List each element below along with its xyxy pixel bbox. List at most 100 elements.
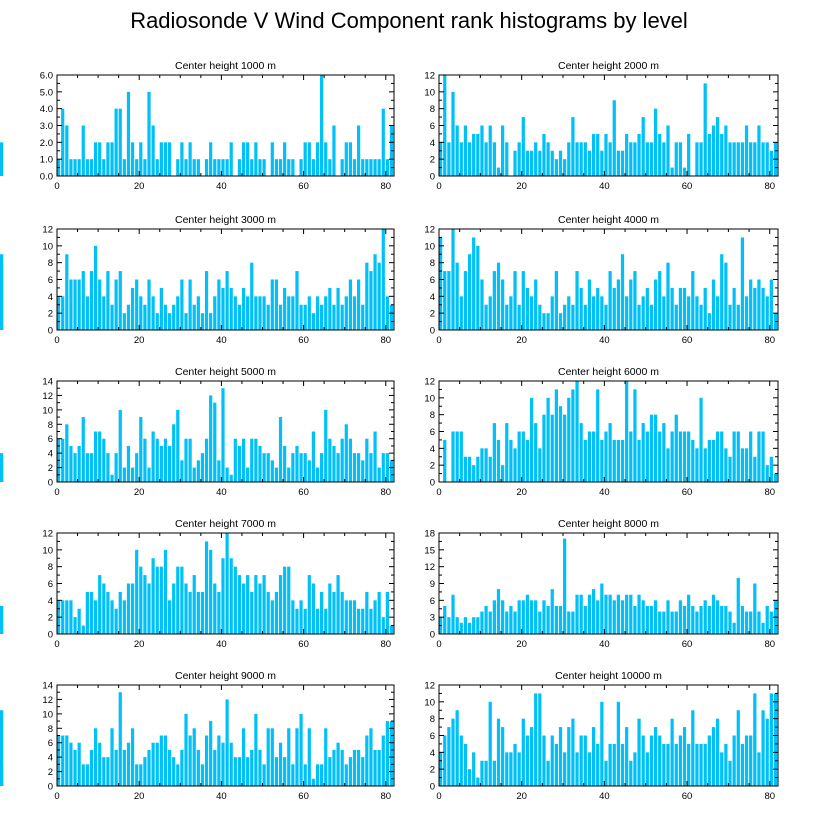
histogram-bar: [740, 142, 745, 176]
histogram-bar: [641, 117, 645, 176]
histogram-bar: [332, 125, 336, 176]
histogram-bar: [147, 749, 151, 786]
histogram-bar: [369, 271, 373, 330]
histogram-bar: [546, 142, 550, 176]
x-tick-label: 40: [599, 335, 610, 346]
histogram-bar: [204, 438, 209, 482]
histogram-bar: [61, 600, 65, 634]
histogram-bar: [451, 431, 455, 482]
histogram-bar: [167, 313, 172, 330]
y-tick-label: 0.0: [40, 172, 53, 183]
histogram-bar: [550, 589, 554, 634]
x-tick-label: 60: [682, 335, 693, 346]
histogram-bar: [662, 611, 666, 634]
y-tick-label: 12: [42, 391, 53, 402]
histogram-bar: [658, 611, 662, 634]
histogram-bar: [542, 133, 546, 176]
histogram-bar: [307, 728, 311, 786]
histogram-bar: [361, 460, 365, 482]
histogram-bar: [320, 764, 324, 786]
histogram-bar: [180, 460, 184, 482]
histogram-bar: [649, 735, 654, 786]
histogram-bar: [554, 159, 558, 176]
histogram-bar: [724, 743, 728, 786]
histogram-bar: [283, 445, 287, 482]
histogram-bar: [534, 142, 538, 176]
histogram-bar: [447, 727, 451, 786]
y-tick-label: 0: [430, 326, 435, 337]
histogram-bar: [167, 600, 172, 634]
histogram-bar: [340, 304, 344, 330]
histogram-bar: [389, 304, 394, 330]
histogram-bar: [496, 589, 501, 634]
histogram-bar: [118, 409, 122, 482]
histogram-bar: [571, 718, 575, 786]
histogram-bar: [620, 743, 625, 786]
histogram-bar: [653, 279, 658, 330]
histogram-bar: [139, 417, 143, 482]
histogram-bar: [65, 125, 69, 176]
histogram-bar: [575, 142, 579, 176]
main-title: Radiosonde V Wind Component rank histogr…: [130, 8, 688, 33]
histogram-bar: [703, 287, 707, 330]
histogram-bar: [476, 777, 480, 786]
histogram-bar: [687, 296, 691, 330]
histogram-bar: [163, 549, 168, 634]
histogram-bar: [496, 167, 501, 176]
histogram-bar: [757, 752, 761, 786]
y-tick-label: 0: [430, 172, 435, 183]
histogram-bar: [653, 727, 658, 786]
histogram-bar: [106, 271, 110, 330]
histogram-bar: [221, 388, 225, 482]
histogram-bar: [604, 760, 608, 786]
histogram-bar: [728, 760, 732, 786]
histogram-bar: [373, 254, 377, 330]
histogram-bar: [246, 467, 250, 482]
histogram-bar: [600, 439, 604, 482]
histogram-bar: [455, 710, 459, 786]
histogram-bar: [332, 445, 336, 482]
histogram-bar: [163, 142, 168, 176]
histogram-bar: [102, 438, 106, 482]
y-tick-label: 6: [430, 731, 435, 742]
histogram-bar: [736, 710, 740, 786]
y-tick-label: 6: [48, 275, 53, 286]
histogram-bar: [699, 605, 703, 634]
histogram-bar: [612, 287, 616, 330]
histogram-bar: [463, 456, 468, 482]
y-tick-label: 0: [48, 782, 53, 793]
histogram-bar: [283, 566, 287, 634]
histogram-bar: [596, 743, 600, 786]
histogram-bar: [571, 117, 575, 176]
histogram-bar: [711, 594, 716, 634]
histogram-bar: [769, 611, 773, 634]
panel-title: Center height 1000 m: [175, 60, 276, 72]
histogram-bar: [604, 431, 608, 482]
histogram-bar: [176, 764, 180, 786]
histogram-bar: [291, 453, 295, 482]
y-tick-label: 8: [430, 258, 435, 269]
histogram-bar: [102, 296, 106, 330]
histogram-bar: [93, 728, 98, 786]
histogram-bar: [176, 296, 180, 330]
histogram-bar: [451, 91, 455, 176]
histogram-bar: [505, 611, 509, 634]
x-tick-label: 40: [599, 639, 610, 650]
histogram-bar: [554, 743, 558, 786]
histogram-bar: [501, 279, 505, 330]
histogram-bar: [155, 566, 159, 634]
histogram-bar: [501, 125, 505, 176]
histogram-bar: [670, 287, 674, 330]
y-tick-label: 6.0: [40, 71, 53, 82]
histogram-bar: [633, 389, 637, 482]
histogram-bar: [89, 591, 94, 634]
histogram-bar: [200, 591, 205, 634]
histogram-bar: [348, 279, 353, 330]
histogram-bar: [225, 467, 229, 482]
histogram-bar: [724, 125, 728, 176]
histogram-bar: [612, 439, 616, 482]
histogram-bar: [373, 600, 377, 634]
x-tick-label: 60: [682, 791, 693, 802]
histogram-bar: [188, 142, 192, 176]
